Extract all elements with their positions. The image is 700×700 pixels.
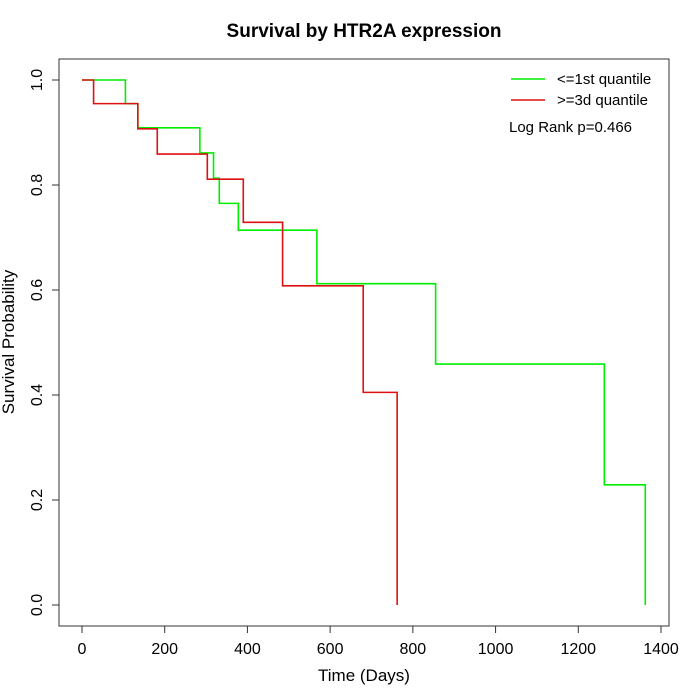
log-rank-annotation: Log Rank p=0.466 bbox=[509, 119, 632, 136]
y-axis-label: Survival Probability bbox=[0, 269, 18, 414]
y-axis: 0.0 0.2 0.4 0.6 0.8 1.0 bbox=[29, 69, 60, 616]
x-tick-label: 1200 bbox=[560, 641, 596, 658]
x-axis: 0 200 400 600 800 1000 1200 1400 bbox=[78, 625, 679, 658]
x-tick-label: 800 bbox=[400, 641, 427, 658]
y-tick-label: 0.4 bbox=[29, 384, 46, 406]
x-tick-label: 600 bbox=[317, 641, 344, 658]
legend-label-2: >=3d quantile bbox=[557, 92, 648, 109]
x-tick-label: 1000 bbox=[478, 641, 514, 658]
x-tick-label: 0 bbox=[78, 641, 87, 658]
legend-label-1: <=1st quantile bbox=[557, 71, 651, 88]
x-tick-label: 400 bbox=[234, 641, 261, 658]
legend: <=1st quantile >=3d quantile bbox=[511, 71, 651, 109]
series-layer bbox=[82, 79, 647, 605]
y-tick-label: 0.0 bbox=[29, 594, 46, 616]
x-axis-label: Time (Days) bbox=[318, 666, 410, 685]
y-tick-label: 0.8 bbox=[29, 174, 46, 196]
series-line-2 bbox=[82, 79, 398, 605]
y-tick-label: 1.0 bbox=[29, 69, 46, 91]
y-tick-label: 0.2 bbox=[29, 489, 46, 511]
chart-title: Survival by HTR2A expression bbox=[227, 21, 502, 42]
x-tick-label: 200 bbox=[151, 641, 178, 658]
x-tick-label: 1400 bbox=[643, 641, 679, 658]
y-tick-label: 0.6 bbox=[29, 279, 46, 301]
